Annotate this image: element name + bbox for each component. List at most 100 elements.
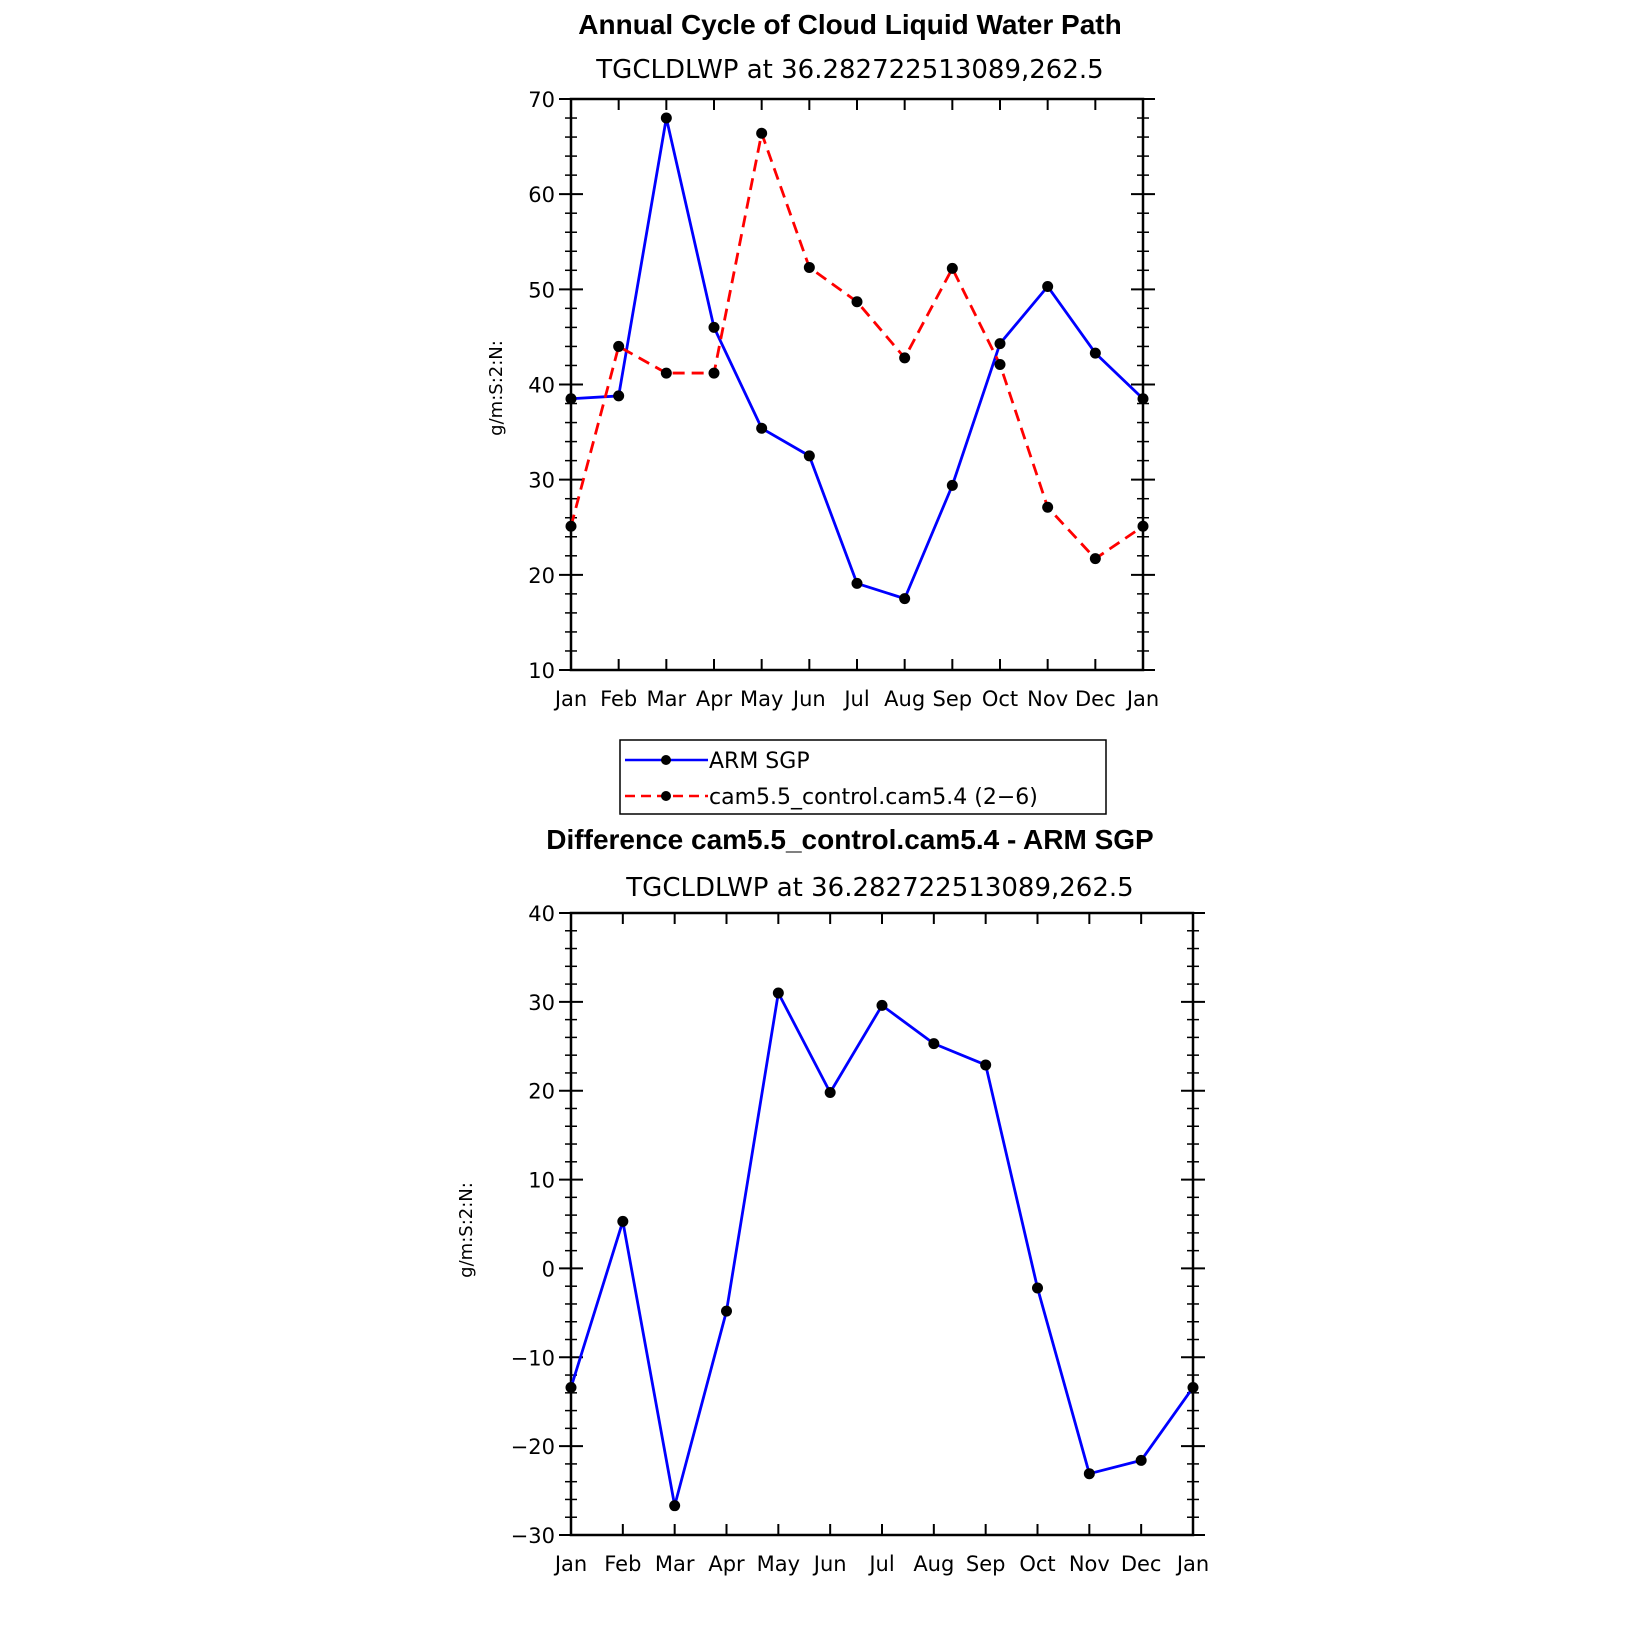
data-point [660, 112, 672, 124]
data-point [1135, 1454, 1147, 1466]
data-point [928, 1038, 940, 1050]
data-point [1089, 347, 1101, 359]
series-points [565, 112, 1149, 605]
data-point [824, 1086, 836, 1098]
x-tick-label: Mar [647, 687, 687, 711]
x-tick-label: Dec [1075, 687, 1116, 711]
legend-marker-arm [661, 755, 671, 765]
x-tick-label: Jul [867, 1552, 894, 1576]
data-point [980, 1059, 992, 1071]
x-tick-label: Aug [884, 687, 925, 711]
data-point [1042, 501, 1054, 513]
data-point [1089, 553, 1101, 565]
x-tick-label: Jun [812, 1552, 847, 1576]
y-tick-label: 60 [528, 183, 555, 207]
x-tick-label: Jun [791, 687, 826, 711]
data-point [617, 1215, 629, 1227]
chart-subtitle: TGCLDLWP at 36.282722513089,262.5 [595, 55, 1103, 85]
legend: ARM SGP cam5.5_control.cam5.4 (2−6) [619, 739, 1107, 815]
x-tick-label: Jul [842, 687, 869, 711]
y-tick-labels: 10 20 30 40 50 60 70 [528, 88, 555, 683]
axis-ticks [559, 98, 1155, 671]
y-tick-label: 20 [528, 1080, 555, 1104]
x-tick-label: Sep [966, 1552, 1006, 1576]
data-point [1137, 520, 1149, 532]
data-point [708, 321, 720, 333]
x-tick-label: Nov [1027, 687, 1068, 711]
x-tick-label: Apr [696, 687, 733, 711]
y-tick-label: 70 [528, 88, 555, 112]
data-point [756, 127, 768, 139]
x-tick-label: Jan [553, 687, 587, 711]
series-lines [569, 116, 1144, 601]
x-tick-label: Apr [708, 1552, 745, 1576]
x-tick-label: Jan [553, 1552, 587, 1576]
data-point [899, 352, 911, 364]
data-point [1042, 280, 1054, 292]
data-point [1187, 1381, 1199, 1393]
chart-title: Annual Cycle of Cloud Liquid Water Path [578, 9, 1121, 40]
data-point [756, 422, 768, 434]
y-tick-label: 40 [528, 374, 555, 398]
axis-ticks [559, 912, 1205, 1536]
y-tick-label: 0 [542, 1257, 555, 1281]
y-tick-label: 10 [528, 659, 555, 683]
legend-label-arm: ARM SGP [709, 749, 810, 774]
x-tick-label: Sep [933, 687, 973, 711]
y-tick-labels: −30 −20 −10 0 10 20 30 40 [511, 902, 555, 1548]
data-point [669, 1500, 681, 1512]
y-tick-label: 10 [528, 1169, 555, 1193]
data-point [772, 987, 784, 999]
legend-label-cam: cam5.5_control.cam5.4 (2−6) [709, 785, 1038, 810]
series-line-1 [569, 131, 1144, 561]
data-point [613, 390, 625, 402]
series-points [565, 987, 1199, 1512]
data-point [876, 999, 888, 1011]
data-point [565, 520, 577, 532]
data-point [946, 262, 958, 274]
y-tick-label: 20 [528, 564, 555, 588]
x-tick-labels: Jan Feb Mar Apr May Jun Jul Aug Sep Oct Nov Dec Jan [553, 687, 1159, 711]
x-tick-label: Dec [1121, 1552, 1162, 1576]
data-point [803, 450, 815, 462]
x-tick-label: Feb [600, 687, 637, 711]
x-tick-labels: Jan Feb Mar Apr May Jun Jul Aug Sep Oct Nov Dec Jan [553, 1552, 1209, 1576]
y-tick-label: −20 [511, 1435, 555, 1459]
y-axis-label: g/m:S:2:N: [456, 1182, 477, 1278]
data-point [851, 296, 863, 308]
y-tick-label: 30 [528, 469, 555, 493]
y-tick-label: −30 [511, 1524, 555, 1548]
x-tick-label: Jan [1125, 687, 1159, 711]
y-tick-label: 40 [528, 902, 555, 926]
y-tick-label: 50 [528, 278, 555, 302]
x-tick-label: Mar [655, 1552, 695, 1576]
legend-box [619, 739, 1107, 815]
data-point [565, 393, 577, 405]
data-point [721, 1305, 732, 1317]
annual-cycle-panel: Annual Cycle of Cloud Liquid Water Path … [486, 9, 1159, 711]
x-tick-label: Feb [604, 1552, 641, 1576]
data-point [803, 261, 815, 273]
x-tick-label: Oct [982, 687, 1018, 711]
data-point [1032, 1282, 1043, 1294]
x-tick-label: Aug [913, 1552, 954, 1576]
series-lines [569, 991, 1195, 1508]
data-point [613, 340, 625, 352]
series-line-0 [569, 991, 1195, 1508]
data-point [1083, 1468, 1095, 1480]
difference-panel: Difference cam5.5_control.cam5.4 - ARM S… [456, 824, 1209, 1576]
y-axis-label: g/m:S:2:N: [486, 340, 507, 436]
chart-title: Difference cam5.5_control.cam5.4 - ARM S… [546, 824, 1153, 855]
y-tick-label: 30 [528, 991, 555, 1015]
chart-subtitle: TGCLDLWP at 36.282722513089,262.5 [625, 873, 1133, 903]
x-tick-label: Nov [1069, 1552, 1110, 1576]
y-tick-label: −10 [511, 1346, 555, 1370]
x-tick-label: Oct [1019, 1552, 1055, 1576]
data-point [565, 1381, 577, 1393]
data-point [851, 577, 863, 589]
data-point [1137, 393, 1149, 405]
legend-marker-cam [661, 791, 671, 801]
data-point [708, 367, 720, 379]
data-point [994, 359, 1006, 371]
x-tick-label: May [757, 1552, 800, 1576]
